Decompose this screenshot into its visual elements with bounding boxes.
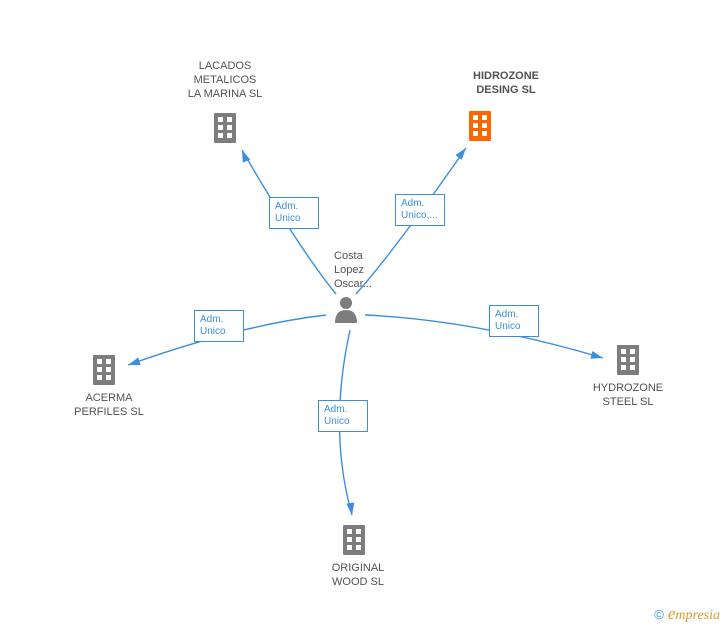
network-svg — [0, 0, 728, 630]
building-icon — [343, 525, 365, 555]
building-icon — [214, 113, 236, 143]
edge-arrow-acerma — [127, 357, 141, 368]
edge-label-lacados: Adm. Unico — [269, 197, 319, 229]
company-label-hidrozone-desing: HIDROZONE DESING SL — [473, 70, 539, 98]
company-label-acerma: ACERMA PERFILES SL — [74, 392, 144, 420]
brand-name: empresia — [668, 604, 720, 624]
company-label-original-wood: ORIGINAL WOOD SL — [332, 562, 385, 590]
edge-label-acerma: Adm. Unico — [194, 310, 244, 342]
copyright-symbol: © — [654, 607, 664, 622]
edge-label-hidrozone-desing: Adm. Unico,... — [395, 194, 445, 226]
center-person-label: Costa Lopez Oscar... — [334, 250, 372, 291]
building-icon — [93, 355, 115, 385]
person-icon — [335, 297, 357, 323]
building-icon — [469, 111, 491, 141]
attribution: © empresia — [654, 604, 720, 624]
edge-hydrozone-steel — [365, 315, 603, 358]
company-label-hydrozone-steel: HYDROZONE STEEL SL — [593, 382, 663, 410]
company-label-lacados: LACADOS METALICOS LA MARINA SL — [188, 60, 263, 101]
edge-label-hydrozone-steel: Adm. Unico — [489, 305, 539, 337]
building-icon — [617, 345, 639, 375]
edge-label-original-wood: Adm. Unico — [318, 400, 368, 432]
edge-arrow-hydrozone-steel — [590, 351, 604, 362]
brand-rest: mpresia — [675, 608, 720, 623]
edge-arrow-hidrozone-desing — [455, 146, 469, 160]
